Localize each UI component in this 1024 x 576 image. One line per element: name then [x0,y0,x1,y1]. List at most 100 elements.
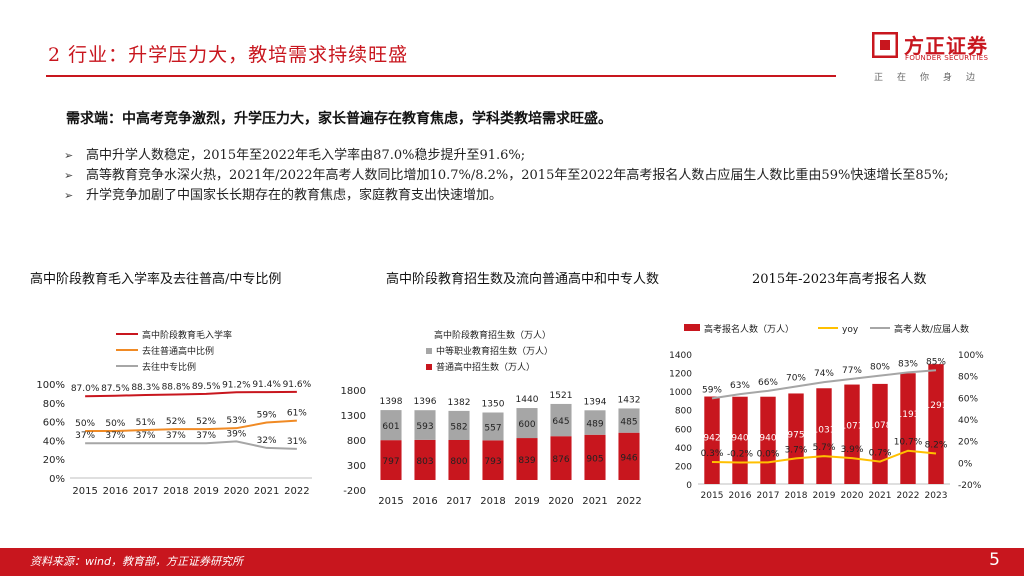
arrow-icon: ➢ [64,189,74,202]
y-tick-label: 200 [675,462,692,472]
x-tick-label: 2019 [514,496,539,504]
x-tick-label: 2019 [193,486,218,497]
x-tick-label: 2018 [785,491,808,501]
total-label: 1394 [584,397,607,407]
y-tick-label: 1000 [669,388,692,398]
data-label: 91.6% [283,380,312,390]
legend-title: 高中阶段教育招生数（万人） [434,329,551,341]
bar [788,393,804,484]
data-label: 32% [257,436,277,446]
bullet-text: 高中升学人数稳定，2015年至2022年毛入学率由87.0%稳步提升至91.6%… [86,148,526,163]
data-label: 593 [416,422,433,432]
total-label: 1350 [482,400,505,410]
bar-segment [448,410,470,440]
y-tick-label: 80% [43,399,65,410]
y-tick-label: 60% [43,418,65,429]
bar-label: 1078 [869,421,892,431]
data-label: 89.5% [192,382,221,392]
data-label: 793 [484,457,501,467]
bullet-text: 高等教育竞争水深火热，2021年/2022年高考人数同比增加10.7%/8.2%… [86,168,949,183]
bar-segment [380,440,402,480]
y-tick-label: 100% [36,380,65,391]
bar-segment [550,403,572,437]
y-tick-label: 0 [686,481,692,491]
data-label: 37% [196,431,216,441]
bar [844,384,860,484]
chart1-title: 高中阶段教育毛入学率及去往普高/中专比例 [30,272,282,287]
data-label: 59% [702,385,722,395]
data-label: 50% [105,419,125,429]
data-label: 10.7% [894,438,923,448]
page-title: 2 行业：升学压力大，教培需求持续旺盛 [48,44,409,66]
y2-tick-label: 100% [958,351,984,361]
data-label: 51% [136,418,156,428]
x-tick-label: 2017 [133,486,158,497]
bar-segment [618,432,640,480]
series-line [711,449,937,464]
y-tick-label: 1300 [341,411,366,422]
data-label: 39% [226,429,246,439]
x-tick-label: 2021 [869,491,892,501]
x-tick-label: 2021 [254,486,279,497]
y2-tick-label: 40% [958,416,978,426]
data-label: 3.9% [841,445,864,455]
x-tick-label: 2017 [446,496,471,504]
bar [872,383,888,484]
bullet-item: ➢ 高等教育竞争水深火热，2021年/2022年高考人数同比增加10.7%/8.2… [64,166,984,186]
total-label: 1521 [550,391,573,401]
bar-label: 1193 [897,410,920,420]
data-label: 63% [730,381,750,391]
series-line [85,419,297,432]
data-label: 52% [166,417,186,427]
logo-slogan: 正在你身边 [874,73,990,83]
y-tick-label: 1400 [669,351,692,361]
y-tick-label: 600 [675,425,692,435]
footer-band [0,548,1024,576]
data-label: 37% [75,431,95,441]
x-tick-label: 2016 [103,486,128,497]
y2-tick-label: 20% [958,438,978,448]
data-label: 0.7% [869,449,892,459]
x-tick-label: 2022 [284,486,309,497]
arrow-icon: ➢ [64,169,74,182]
total-label: 1396 [414,397,437,407]
bar-label: 975 [787,430,804,440]
data-label: 61% [287,409,307,419]
data-label: 905 [586,454,603,464]
bar [900,373,916,484]
y-tick-label: 800 [347,436,366,447]
legend-label: yoy [842,325,859,335]
legend-label: 高考人数/应届人数 [894,323,969,335]
bullet-list: ➢ 高中升学人数稳定，2015年至2022年毛入学率由87.0%稳步提升至91.6… [64,146,984,206]
data-label: 645 [552,417,569,427]
data-label: 800 [450,457,467,467]
total-label: 1432 [618,395,641,405]
bar-segment [482,440,504,480]
data-label: 74% [814,369,834,379]
data-label: 31% [287,437,307,447]
x-tick-label: 2021 [582,496,607,504]
y2-tick-label: 80% [958,373,978,383]
legend-label: 去往普通高中比例 [142,345,214,357]
bar-label: 942 [703,434,720,444]
founder-logo-icon [872,32,898,58]
data-label: 50% [75,419,95,429]
data-label: 59% [257,411,277,421]
total-label: 1398 [380,397,403,407]
bar-segment [414,439,436,480]
x-tick-label: 2016 [412,496,437,504]
x-tick-label: 2023 [925,491,948,501]
series-line [85,390,297,398]
bar-label: 1071 [841,422,864,432]
bar-segment [584,410,606,435]
legend-swatch [684,324,700,331]
y-tick-label: 300 [347,461,366,472]
bar-segment [584,434,606,480]
bar-label: 1031 [813,425,836,435]
legend-swatch [426,364,432,370]
y-tick-label: 0% [49,474,65,485]
legend-label: 高考报名人数（万人） [704,323,794,335]
footer-source: 资料来源：wind，教育部，方正证券研究所 [30,555,244,568]
bar-segment [414,410,436,440]
chart-enrollment-stacked-bar: -200 300 800 1300 1800 高中阶段教育招生数（万人） 中等职业教育招生数… [341,329,642,504]
